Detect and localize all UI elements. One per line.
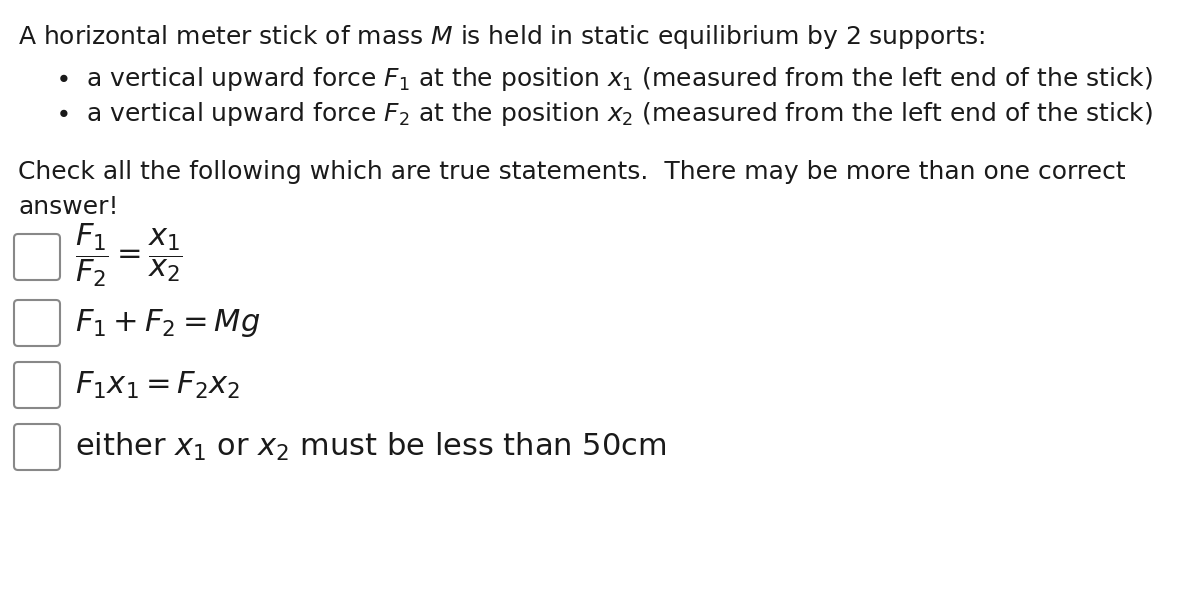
Text: A horizontal meter stick of mass $M$ is held in static equilibrium by 2 supports: A horizontal meter stick of mass $M$ is … bbox=[18, 23, 985, 51]
Text: either $x_1$ or $x_2$ must be less than $50\mathrm{cm}$: either $x_1$ or $x_2$ must be less than … bbox=[74, 431, 666, 463]
Text: $\dfrac{F_1}{F_2} = \dfrac{x_1}{x_2}$: $\dfrac{F_1}{F_2} = \dfrac{x_1}{x_2}$ bbox=[74, 221, 182, 289]
Text: answer!: answer! bbox=[18, 195, 119, 219]
Text: Check all the following which are true statements.  There may be more than one c: Check all the following which are true s… bbox=[18, 160, 1126, 184]
FancyBboxPatch shape bbox=[14, 234, 60, 280]
Text: $\bullet$  a vertical upward force $F_2$ at the position $x_2$ (measured from th: $\bullet$ a vertical upward force $F_2$ … bbox=[55, 100, 1153, 128]
Text: $F_1 x_1 = F_2 x_2$: $F_1 x_1 = F_2 x_2$ bbox=[74, 369, 240, 400]
FancyBboxPatch shape bbox=[14, 362, 60, 408]
Text: $F_1 + F_2 = Mg$: $F_1 + F_2 = Mg$ bbox=[74, 307, 260, 339]
Text: $\bullet$  a vertical upward force $F_1$ at the position $x_1$ (measured from th: $\bullet$ a vertical upward force $F_1$ … bbox=[55, 65, 1153, 93]
FancyBboxPatch shape bbox=[14, 424, 60, 470]
FancyBboxPatch shape bbox=[14, 300, 60, 346]
